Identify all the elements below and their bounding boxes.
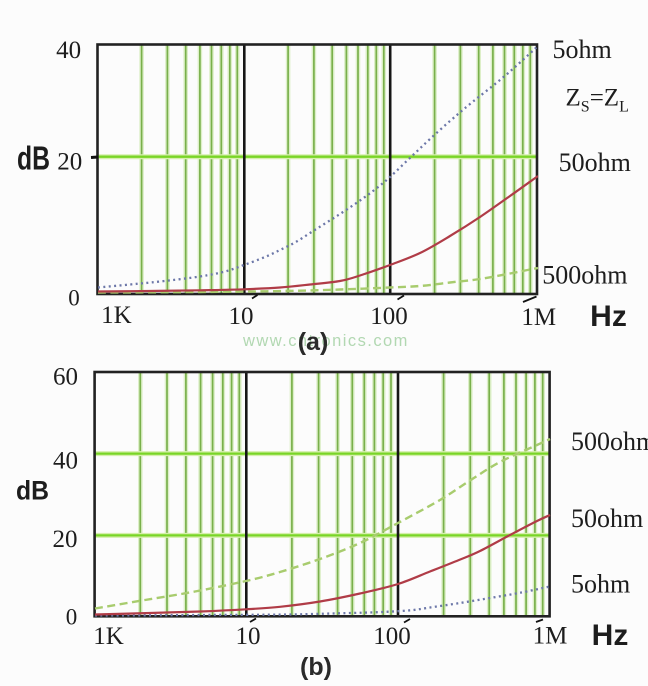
svg-text:0: 0 [68, 286, 80, 311]
svg-text:5ohm: 5ohm [571, 570, 630, 599]
svg-text:50ohm: 50ohm [571, 504, 643, 533]
svg-text:100: 100 [373, 623, 411, 650]
svg-text:20: 20 [53, 526, 78, 553]
svg-text:Hz: Hz [590, 300, 627, 333]
svg-text:1K: 1K [93, 623, 124, 650]
svg-text:40: 40 [56, 37, 81, 64]
svg-text:1M: 1M [533, 623, 568, 650]
svg-text:www.cntronics.com: www.cntronics.com [242, 332, 409, 350]
svg-text:100: 100 [370, 303, 408, 330]
svg-text:1M: 1M [521, 304, 556, 331]
svg-text:10: 10 [236, 623, 261, 650]
svg-text:Hz: Hz [592, 619, 629, 652]
svg-text:500ohm: 500ohm [571, 427, 648, 456]
svg-text:dB: dB [17, 140, 50, 177]
svg-text:1K: 1K [101, 302, 132, 329]
svg-text:(a): (a) [298, 328, 329, 356]
svg-text:5ohm: 5ohm [553, 35, 612, 64]
svg-text:0: 0 [66, 605, 78, 630]
svg-text:ZS=ZL: ZS=ZL [566, 85, 629, 116]
svg-text:500ohm: 500ohm [542, 261, 627, 290]
svg-text:dB: dB [16, 476, 49, 506]
svg-text:50ohm: 50ohm [559, 148, 631, 177]
svg-text:(b): (b) [300, 653, 332, 681]
svg-text:40: 40 [53, 448, 78, 475]
svg-text:20: 20 [57, 149, 82, 176]
svg-text:60: 60 [53, 364, 78, 391]
svg-text:10: 10 [229, 303, 254, 330]
